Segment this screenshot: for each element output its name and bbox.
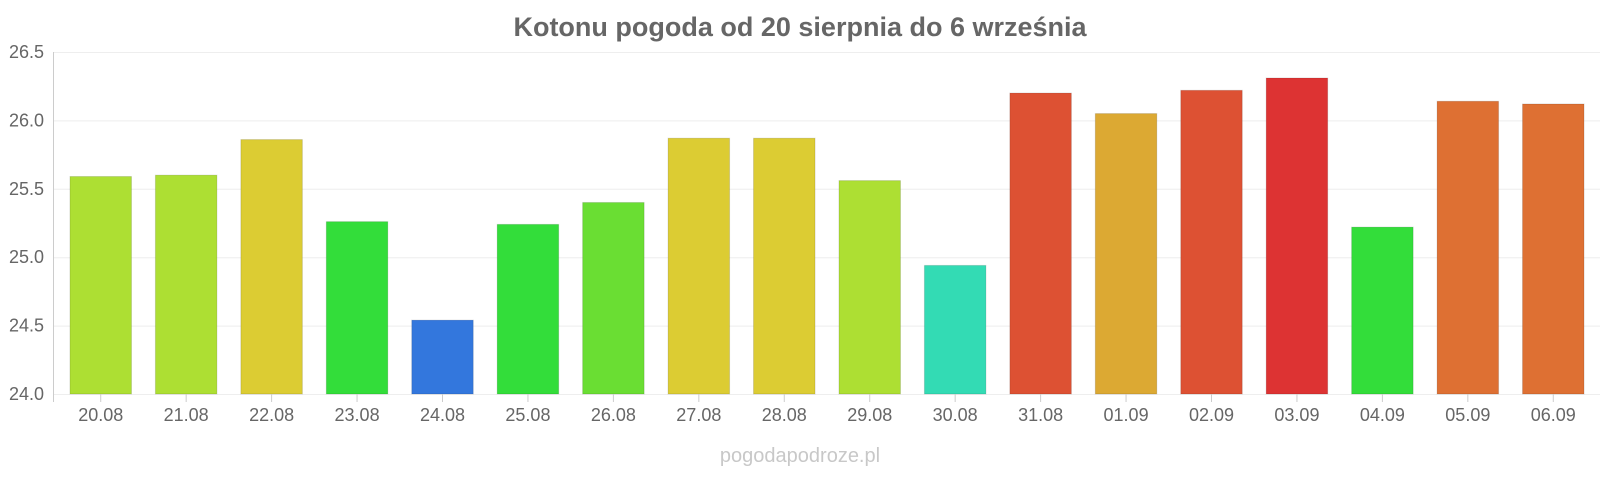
x-tick-label: 21.08 (164, 405, 209, 425)
bar-01.09 (1094, 113, 1158, 395)
bar-31.08 (1009, 92, 1072, 395)
grid-lines (54, 52, 1600, 395)
y-tick-label: 24.5 (9, 316, 44, 336)
y-tick-label: 25.0 (9, 247, 44, 267)
bar-24.08 (411, 319, 474, 395)
x-tick-label: 01.09 (1104, 405, 1149, 425)
x-tick-label: 23.08 (335, 405, 380, 425)
x-tick-label: 27.08 (676, 405, 721, 425)
bar-21.08 (154, 174, 218, 395)
bar-22.08 (240, 139, 303, 395)
bar-26.08 (582, 201, 645, 395)
x-axis-ticks: 20.08 21.08 22.08 23.08 24.08 25.08 26.08 27.08… (78, 394, 1576, 425)
x-tick-label: 31.08 (1018, 405, 1063, 425)
y-tick-label: 26.5 (9, 42, 44, 62)
bars (69, 77, 1585, 395)
y-axis-ticks: 24.0 24.5 25.0 25.5 26.0 26.5 (9, 42, 44, 404)
bar-03.09 (1265, 77, 1329, 395)
x-tick-label: 29.08 (847, 405, 892, 425)
x-tick-label: 06.09 (1531, 405, 1576, 425)
bar-29.08 (838, 180, 901, 395)
x-tick-label: 25.08 (505, 405, 550, 425)
watermark-text: pogodapodroze.pl (720, 445, 880, 467)
x-tick-label: 24.08 (420, 405, 465, 425)
x-tick-label: 04.09 (1360, 405, 1405, 425)
bar-04.09 (1351, 226, 1414, 395)
x-tick-label: 20.08 (78, 405, 123, 425)
x-tick-label: 26.08 (591, 405, 636, 425)
bar-20.08 (69, 175, 132, 395)
x-tick-label: 02.09 (1189, 405, 1234, 425)
bar-27.08 (667, 137, 731, 395)
chart-title: Kotonu pogoda od 20 sierpnia do 6 wrześn… (513, 12, 1087, 42)
y-tick-label: 25.5 (9, 179, 44, 199)
x-tick-label: 03.09 (1274, 405, 1319, 425)
x-tick-label: 22.08 (249, 405, 294, 425)
bar-25.08 (496, 223, 560, 395)
bar-06.09 (1522, 103, 1585, 395)
y-tick-label: 24.0 (9, 384, 44, 404)
bar-30.08 (923, 264, 987, 395)
x-tick-label: 30.08 (933, 405, 978, 425)
x-tick-label: 05.09 (1445, 405, 1490, 425)
bar-05.09 (1436, 100, 1500, 395)
y-tick-label: 26.0 (9, 110, 44, 130)
bar-23.08 (325, 221, 389, 395)
bar-28.08 (753, 137, 816, 395)
bar-02.09 (1180, 89, 1243, 395)
x-tick-label: 28.08 (762, 405, 807, 425)
